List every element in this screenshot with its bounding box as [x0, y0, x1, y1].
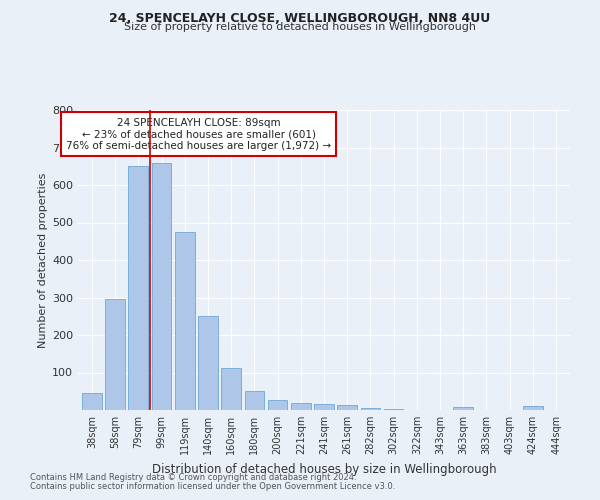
Text: Size of property relative to detached houses in Wellingborough: Size of property relative to detached ho… — [124, 22, 476, 32]
Bar — [128, 166, 148, 410]
Bar — [175, 232, 194, 410]
Bar — [454, 407, 473, 410]
Bar — [82, 393, 102, 410]
Bar — [198, 316, 218, 410]
Text: 24, SPENCELAYH CLOSE, WELLINGBOROUGH, NN8 4UU: 24, SPENCELAYH CLOSE, WELLINGBOROUGH, NN… — [109, 12, 491, 26]
Text: 24 SPENCELAYH CLOSE: 89sqm
← 23% of detached houses are smaller (601)
76% of sem: 24 SPENCELAYH CLOSE: 89sqm ← 23% of deta… — [66, 118, 331, 150]
Bar — [314, 404, 334, 410]
Bar — [337, 405, 357, 410]
Bar — [221, 368, 241, 410]
Text: Contains HM Land Registry data © Crown copyright and database right 2024.: Contains HM Land Registry data © Crown c… — [30, 474, 356, 482]
Bar — [268, 400, 287, 410]
Bar — [152, 162, 172, 410]
Bar — [291, 403, 311, 410]
Y-axis label: Number of detached properties: Number of detached properties — [38, 172, 48, 348]
X-axis label: Distribution of detached houses by size in Wellingborough: Distribution of detached houses by size … — [152, 462, 496, 475]
Bar — [105, 300, 125, 410]
Bar — [523, 406, 543, 410]
Text: Contains public sector information licensed under the Open Government Licence v3: Contains public sector information licen… — [30, 482, 395, 491]
Bar — [245, 391, 264, 410]
Bar — [361, 408, 380, 410]
Bar — [384, 409, 403, 410]
